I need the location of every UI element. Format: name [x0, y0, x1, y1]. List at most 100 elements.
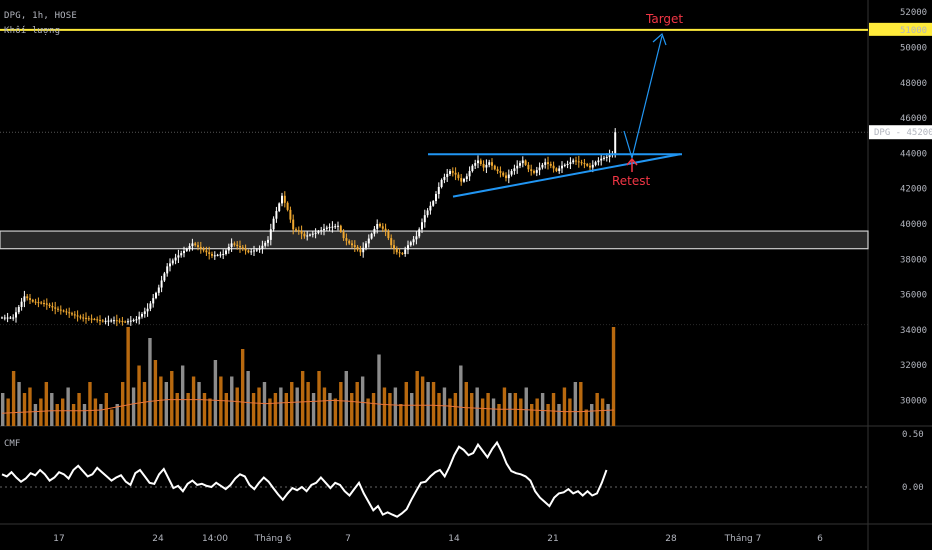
candle-body [219, 254, 222, 256]
candle-body [267, 239, 269, 243]
candle-body [353, 245, 356, 247]
candle-body [118, 320, 121, 322]
volume-bar [431, 382, 436, 426]
volume-bar [39, 398, 43, 426]
price-tick-label: 42000 [900, 185, 927, 195]
candle-body [331, 226, 334, 228]
candle-body [264, 242, 267, 246]
volume-bar [197, 382, 201, 426]
candle-body [365, 243, 367, 248]
candle-body [502, 172, 505, 176]
volume-bar [410, 393, 414, 426]
volume-bar [77, 393, 81, 426]
time-tick-label: Tháng 7 [724, 534, 762, 544]
candle-body [544, 162, 547, 165]
candle-body [561, 165, 563, 169]
candle-body [275, 211, 278, 219]
candle-body [12, 317, 15, 319]
candle-body [146, 308, 149, 312]
candle-body [124, 321, 127, 323]
candle-body [261, 245, 264, 249]
time-tick-label: 21 [547, 534, 558, 544]
volume-bar [120, 382, 125, 426]
volume-bar [88, 382, 92, 426]
volume-bar [11, 371, 16, 426]
candle-body [82, 317, 85, 319]
candle-body [577, 161, 580, 163]
candle-body [479, 160, 482, 164]
candle-body [107, 320, 110, 322]
candle-body [507, 174, 510, 179]
volume-bar [546, 404, 550, 426]
candle-body [314, 232, 317, 234]
candle-body [141, 314, 143, 317]
candle-body [527, 164, 530, 170]
candle-body [129, 320, 132, 322]
volume-bar [453, 393, 458, 426]
candle-body [451, 171, 454, 173]
volume-bar [579, 382, 583, 426]
candle-body [558, 168, 561, 172]
candle-body [387, 231, 390, 239]
volume-bar [240, 349, 245, 426]
time-axis[interactable]: 17 24 14:00 Tháng 6 7 14 21 28 Tháng 7 6 [53, 534, 823, 544]
price-tick-label: 52000 [900, 8, 927, 18]
candle-body [471, 165, 474, 172]
candle-body [132, 319, 135, 321]
volume-bar [377, 354, 381, 426]
candle-body [169, 263, 171, 267]
volume-bar [164, 382, 169, 426]
volume-bar [290, 382, 294, 426]
candle-body [20, 301, 23, 307]
candle-body [110, 320, 113, 322]
volume-bar [17, 382, 21, 426]
candle-body [29, 298, 31, 300]
volume-bar [328, 393, 332, 426]
candle-body [381, 226, 384, 229]
volume-bar [71, 404, 76, 426]
volume-bar [131, 387, 136, 426]
candle-body [247, 250, 250, 253]
price-axis[interactable]: 52000 50000 48000 46000 44000 42000 40000 38000… [869, 8, 932, 493]
volume-bar [44, 382, 49, 426]
candle-body [71, 313, 73, 315]
candle-body [127, 321, 129, 323]
candle-body [230, 243, 233, 247]
candle-body [68, 312, 71, 314]
volume-bar [137, 365, 141, 426]
retest-annotation: Retest [612, 174, 651, 188]
triangle-support-line [452, 153, 681, 198]
volume-bar [33, 404, 38, 426]
candle-body [239, 246, 241, 248]
volume-bar [219, 376, 223, 426]
volume-bar [535, 398, 539, 426]
symbol-header: DPG, 1h, HOSE [4, 11, 78, 21]
candle-body [205, 250, 208, 253]
candle-body [468, 171, 471, 177]
candle-body [356, 246, 359, 250]
volume-bar [268, 398, 272, 426]
candle-body [34, 301, 37, 303]
volume-bar [235, 387, 239, 426]
candle-body [440, 179, 443, 187]
candle-body [597, 160, 600, 163]
volume-bar [540, 393, 545, 426]
time-tick-label: Tháng 6 [254, 534, 292, 544]
volume-bar [279, 387, 283, 426]
candle-body [516, 165, 519, 169]
candle-body [362, 247, 365, 253]
candle-body [605, 156, 608, 158]
candle-body [57, 308, 59, 310]
candle-body [401, 253, 404, 255]
candle-body [180, 253, 183, 256]
candle-body [488, 162, 491, 165]
volume-bar [50, 393, 54, 426]
candle-body [216, 254, 219, 256]
candle-body [233, 243, 236, 245]
volume-bar [611, 327, 616, 426]
candle-body [65, 311, 68, 313]
volume-header: Khối lượng [4, 26, 61, 36]
candle-body [177, 255, 180, 258]
volume-bar [191, 376, 196, 426]
